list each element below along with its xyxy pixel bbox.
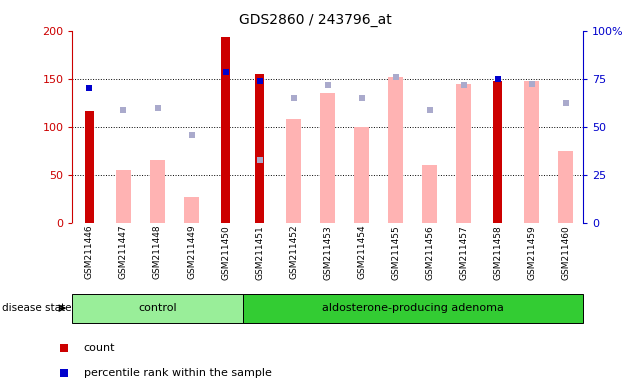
Text: GSM211451: GSM211451 — [255, 225, 264, 280]
Text: GSM211446: GSM211446 — [85, 225, 94, 280]
Text: aldosterone-producing adenoma: aldosterone-producing adenoma — [322, 303, 503, 313]
Bar — [85, 111, 94, 223]
Text: percentile rank within the sample: percentile rank within the sample — [84, 368, 272, 378]
Text: GSM211450: GSM211450 — [221, 225, 230, 280]
Text: GSM211448: GSM211448 — [153, 225, 162, 280]
Text: GSM211455: GSM211455 — [391, 225, 400, 280]
Bar — [184, 197, 199, 223]
Text: GSM211460: GSM211460 — [561, 225, 570, 280]
Bar — [456, 84, 471, 223]
Bar — [286, 119, 301, 223]
Text: GSM211459: GSM211459 — [527, 225, 536, 280]
Text: GSM211454: GSM211454 — [357, 225, 366, 280]
Bar — [116, 170, 131, 223]
Bar — [558, 151, 573, 223]
Text: GSM211453: GSM211453 — [323, 225, 332, 280]
Bar — [150, 161, 165, 223]
Text: GSM211449: GSM211449 — [187, 225, 196, 280]
Text: GSM211458: GSM211458 — [493, 225, 502, 280]
Text: GSM211447: GSM211447 — [119, 225, 128, 280]
Bar — [320, 93, 335, 223]
Text: GSM211452: GSM211452 — [289, 225, 298, 280]
Bar — [72, 294, 243, 323]
Text: control: control — [138, 303, 177, 313]
Text: GSM211456: GSM211456 — [425, 225, 434, 280]
Bar — [255, 74, 264, 223]
Bar — [388, 77, 403, 223]
Bar — [422, 165, 437, 223]
Text: count: count — [84, 343, 115, 353]
Text: GSM211457: GSM211457 — [459, 225, 468, 280]
Text: disease state: disease state — [2, 303, 71, 313]
Bar — [493, 81, 502, 223]
Bar — [243, 294, 583, 323]
Text: GDS2860 / 243796_at: GDS2860 / 243796_at — [239, 13, 391, 27]
Bar — [354, 127, 369, 223]
Bar — [221, 38, 230, 223]
Bar — [524, 81, 539, 223]
